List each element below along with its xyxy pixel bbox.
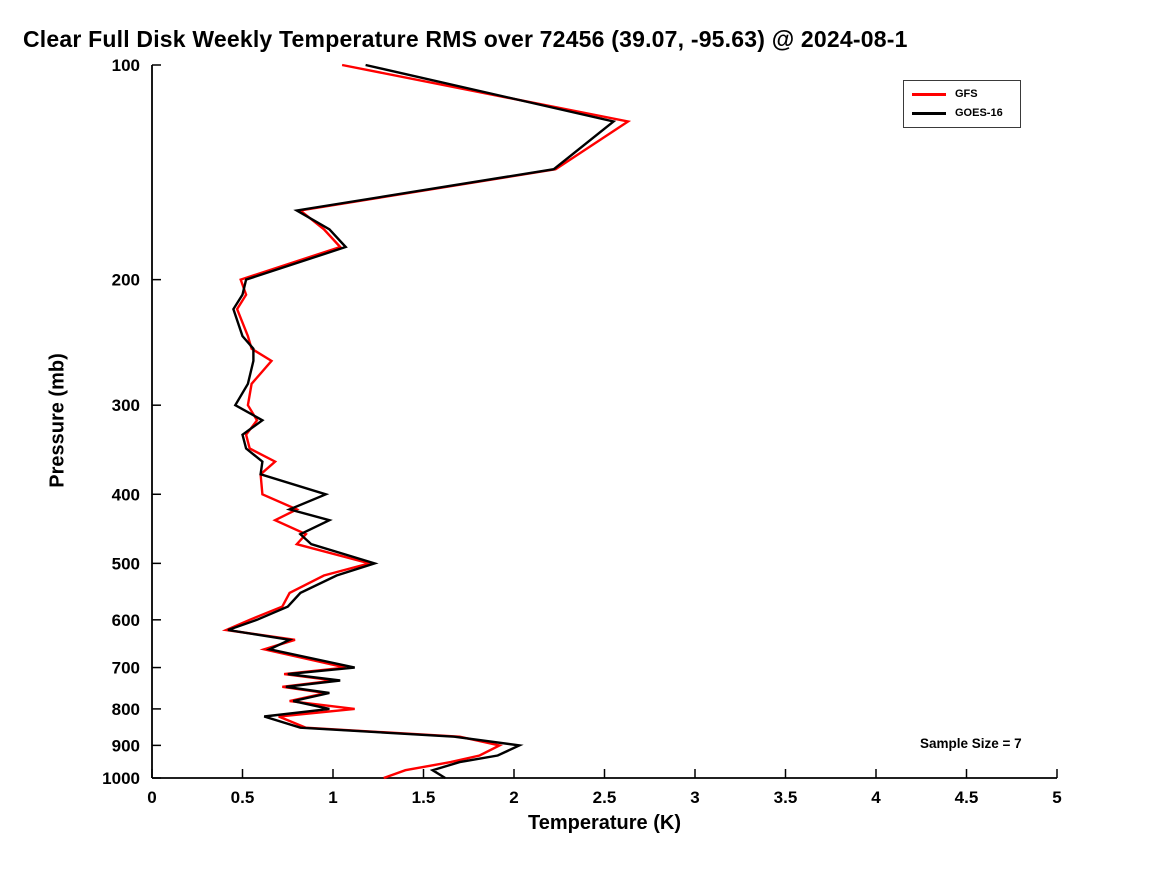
gfs-line-swatch	[912, 93, 946, 96]
chart-title: Clear Full Disk Weekly Temperature RMS o…	[23, 26, 908, 52]
x-tick-label: 3.5	[774, 788, 798, 807]
y-tick-label: 1000	[102, 769, 140, 788]
x-tick-label: 2	[509, 788, 518, 807]
x-tick-label: 5	[1052, 788, 1061, 807]
y-tick-label: 800	[112, 700, 140, 719]
x-axis-label: Temperature (K)	[528, 812, 681, 834]
y-tick-label: 600	[112, 611, 140, 630]
data-series	[221, 63, 632, 780]
y-tick-label: 400	[112, 485, 140, 504]
y-tick-label: 300	[112, 396, 140, 415]
axis-ticks: 0 0.5 1 1.5 2 2.5 3 3.5 4 4.5 5 100 200 300 400 500 600 7…	[102, 56, 1062, 807]
y-tick-label: 200	[112, 271, 140, 290]
y-tick-label: 100	[112, 56, 140, 75]
legend-label-goes16: GOES-16	[955, 107, 1003, 119]
x-tick-label: 0	[147, 788, 156, 807]
x-tick-label: 4.5	[955, 788, 979, 807]
y-tick-label: 500	[112, 554, 140, 573]
gfs-line	[221, 63, 632, 780]
x-tick-label: 3	[690, 788, 699, 807]
legend-item-gfs: GFS	[912, 89, 1012, 100]
x-tick-label: 1.5	[412, 788, 436, 807]
x-tick-label: 0.5	[231, 788, 255, 807]
x-tick-label: 2.5	[593, 788, 617, 807]
sample-size-annotation: Sample Size = 7	[920, 736, 1022, 751]
y-axis-label: Pressure (mb)	[46, 353, 69, 488]
y-tick-label: 700	[112, 659, 140, 678]
legend-label-gfs: GFS	[955, 88, 978, 100]
x-tick-label: 1	[328, 788, 337, 807]
legend: GFS GOES-16	[903, 80, 1021, 128]
legend-item-goes16: GOES-16	[912, 108, 1012, 119]
x-tick-label: 4	[871, 788, 881, 807]
y-tick-label: 900	[112, 736, 140, 755]
goes16-line-swatch	[912, 112, 946, 115]
goes16-line	[227, 63, 617, 780]
